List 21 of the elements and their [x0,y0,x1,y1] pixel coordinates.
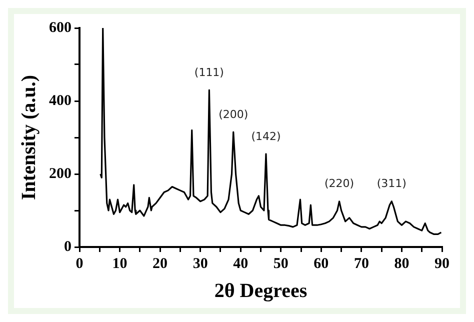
y-tick-label: 600 [49,20,72,36]
x-tick-label: 60 [314,256,329,272]
annotation: (111) [194,66,224,79]
annotation: (220) [324,177,354,190]
annotation: (200) [218,108,248,121]
x-tick-label: 90 [434,256,450,272]
x-tick-label: 80 [394,256,410,272]
x-tick-label: 0 [76,256,84,272]
y-tick-label: 200 [49,166,72,182]
y-tick-label: 400 [49,92,72,109]
y-axis-title: Intensity (a.u.) [18,74,40,200]
x-axis-title: 2θ Degrees [214,280,308,302]
y-tick-label: 0 [64,238,72,255]
annotation: (311) [376,177,406,190]
x-tick-label: 40 [233,256,248,272]
x-tick-label: 20 [152,256,168,272]
x-tick-label: 70 [354,256,369,272]
annotation: (142) [251,130,281,143]
x-tick-label: 30 [192,256,208,272]
x-tick-label: 50 [273,256,288,272]
x-tick-label: 10 [112,256,128,272]
